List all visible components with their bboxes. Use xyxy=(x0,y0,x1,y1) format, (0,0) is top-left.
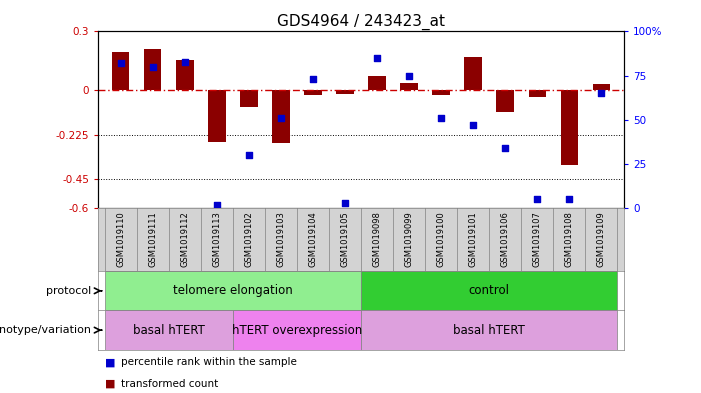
Title: GDS4964 / 243423_at: GDS4964 / 243423_at xyxy=(277,14,445,30)
Bar xyxy=(529,90,546,97)
Text: GSM1019109: GSM1019109 xyxy=(597,211,606,267)
Text: percentile rank within the sample: percentile rank within the sample xyxy=(121,358,297,367)
Point xyxy=(339,200,350,206)
Bar xyxy=(496,90,514,112)
Text: hTERT overexpression: hTERT overexpression xyxy=(232,323,362,337)
Bar xyxy=(464,57,482,90)
Text: GSM1019101: GSM1019101 xyxy=(469,211,477,267)
Text: basal hTERT: basal hTERT xyxy=(132,323,205,337)
Bar xyxy=(111,52,130,90)
Text: GSM1019108: GSM1019108 xyxy=(565,211,574,267)
Text: genotype/variation: genotype/variation xyxy=(0,325,91,335)
Bar xyxy=(368,75,386,90)
Point xyxy=(243,152,254,158)
Point xyxy=(564,196,575,203)
Bar xyxy=(433,90,450,95)
Bar xyxy=(336,90,354,94)
Point xyxy=(115,60,126,66)
Text: GSM1019107: GSM1019107 xyxy=(533,211,542,267)
Bar xyxy=(361,271,618,310)
Point xyxy=(500,145,511,151)
Text: GSM1019100: GSM1019100 xyxy=(437,211,446,267)
Text: GSM1019111: GSM1019111 xyxy=(148,211,157,267)
Point xyxy=(532,196,543,203)
Point xyxy=(147,64,158,70)
Text: GSM1019099: GSM1019099 xyxy=(404,211,414,267)
Point xyxy=(211,202,222,208)
Bar xyxy=(233,310,361,350)
Point xyxy=(468,122,479,128)
Point xyxy=(372,55,383,61)
Text: ■: ■ xyxy=(105,379,116,389)
Bar xyxy=(240,90,258,107)
Text: GSM1019102: GSM1019102 xyxy=(245,211,253,267)
Bar xyxy=(104,271,361,310)
Point xyxy=(596,90,607,96)
Text: basal hTERT: basal hTERT xyxy=(454,323,525,337)
Text: control: control xyxy=(469,284,510,298)
Point xyxy=(179,58,190,64)
Bar xyxy=(272,90,290,143)
Text: transformed count: transformed count xyxy=(121,379,218,389)
Text: GSM1019106: GSM1019106 xyxy=(501,211,510,267)
Bar xyxy=(361,310,618,350)
Bar xyxy=(592,84,611,90)
Text: GSM1019105: GSM1019105 xyxy=(341,211,350,267)
Text: GSM1019110: GSM1019110 xyxy=(116,211,125,267)
Bar xyxy=(304,90,322,95)
Bar xyxy=(561,90,578,165)
Point xyxy=(404,72,415,79)
Text: GSM1019112: GSM1019112 xyxy=(180,211,189,267)
Point xyxy=(275,115,287,121)
Text: GSM1019103: GSM1019103 xyxy=(276,211,285,267)
Text: GSM1019113: GSM1019113 xyxy=(212,211,222,267)
Bar xyxy=(104,310,233,350)
Bar xyxy=(144,49,161,90)
Point xyxy=(435,115,447,121)
Text: telomere elongation: telomere elongation xyxy=(173,284,292,298)
Text: protocol: protocol xyxy=(46,286,91,296)
Bar xyxy=(208,90,226,142)
Text: ■: ■ xyxy=(105,358,116,367)
Text: GSM1019104: GSM1019104 xyxy=(308,211,318,267)
Text: GSM1019098: GSM1019098 xyxy=(372,211,381,267)
Point xyxy=(307,76,318,83)
Bar xyxy=(400,83,418,90)
Bar xyxy=(176,60,193,90)
